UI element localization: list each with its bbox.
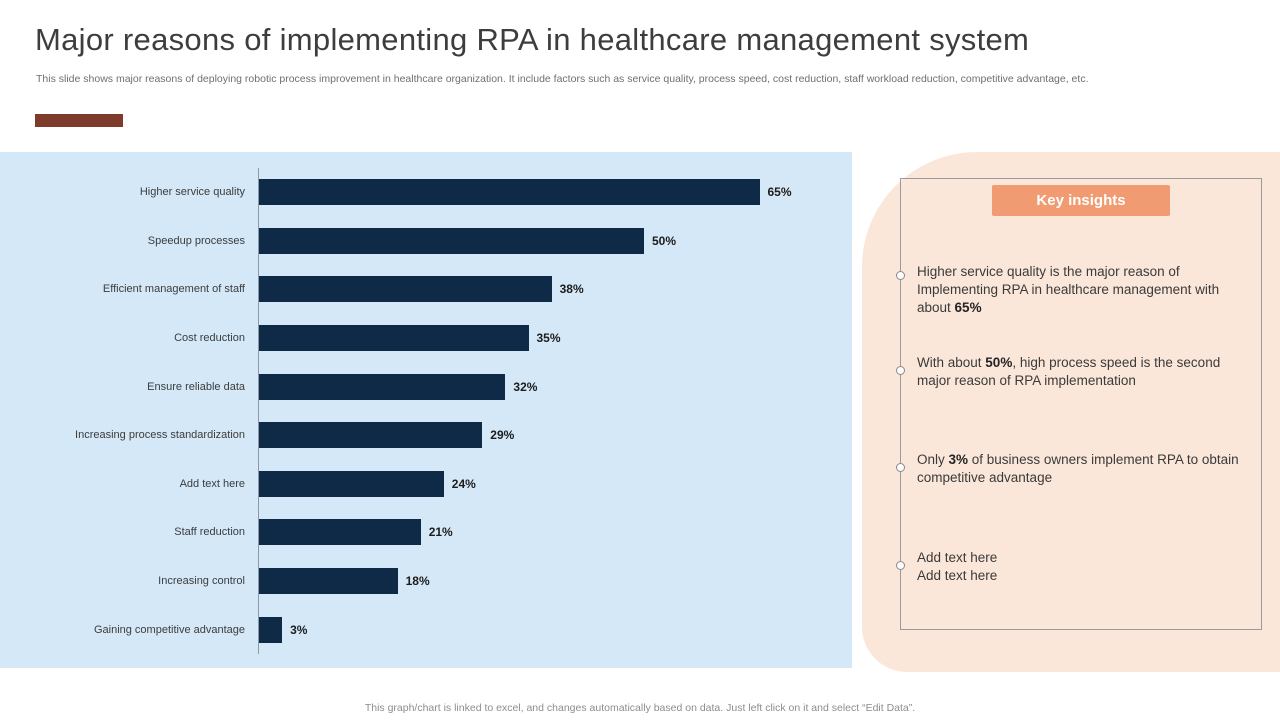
bar-track: 38% [258,265,798,314]
insight-marker-dot [896,561,905,570]
bar[interactable] [259,227,644,254]
bar-track: 24% [258,459,798,509]
bar-track: 65% [258,168,798,217]
insight-text: With about 50%, high process speed is th… [917,355,1221,388]
bar-category-label: Add text here [179,477,245,490]
chart-row: Gaining competitive advantage 3% [0,605,852,654]
bar-value-label: 65% [767,185,792,200]
bar-value-label: 38% [559,282,584,297]
bar[interactable] [259,373,506,400]
insight-line: Add text here [917,550,998,565]
bar[interactable] [259,422,483,449]
bar-value-label: 29% [490,428,515,443]
key-insights-panel: Key insights Higher service quality is t… [862,152,1280,672]
bar[interactable] [259,519,421,546]
bar[interactable] [259,568,398,595]
bar-value-label: 24% [451,476,476,491]
chart-rows: Higher service quality 65% Speedup proce… [0,168,852,654]
bar-value-label: 32% [513,379,538,394]
insight-text: Only 3% of business owners implement RPA… [917,452,1239,485]
bar-track: 21% [258,508,798,557]
bar-category-label: Speedup processes [147,234,245,247]
bar-category-label: Higher service quality [139,186,245,199]
insight-marker-dot [896,366,905,375]
insight-item: Add text here Add text here [896,549,1243,585]
bar-value-label: 35% [536,331,561,346]
bar-track: 29% [258,410,798,460]
slide-subtitle: This slide shows major reasons of deploy… [36,73,1089,85]
bar-value-label: 18% [405,574,430,589]
bar-category-label: Increasing process standardization [75,429,245,442]
chart-row: Increasing process standardization 29% [0,410,852,460]
insight-text: Add text here Add text here [917,549,1243,585]
bar[interactable] [259,276,552,303]
chart-row: Staff reduction 21% [0,508,852,557]
bar[interactable] [259,179,760,206]
insight-text: Higher service quality is the major reas… [917,264,1220,315]
insight-marker-dot [896,463,905,472]
bar-category-label: Ensure reliable data [147,380,245,393]
chart-row: Add text here 24% [0,459,852,509]
insight-line: Add text here [917,568,998,583]
bar-track: 50% [258,216,798,266]
bar[interactable] [259,470,444,497]
chart-row: Increasing control 18% [0,556,852,606]
slide-footer: This graph/chart is linked to excel, and… [364,702,916,714]
bar-value-label: 3% [290,622,308,637]
bar[interactable] [259,616,283,643]
bar-category-label: Cost reduction [174,332,245,345]
accent-bar [35,114,123,127]
chart-row: Cost reduction 35% [0,313,852,363]
bar-value-label: 21% [428,525,453,540]
chart-row: Efficient management of staff 38% [0,265,852,314]
bar[interactable] [259,325,529,352]
chart-row: Speedup processes 50% [0,216,852,266]
bar-track: 32% [258,362,798,411]
bar-track: 18% [258,556,798,606]
insight-item: Only 3% of business owners implement RPA… [896,451,1243,487]
bar-category-label: Increasing control [158,575,245,588]
insight-item: Higher service quality is the major reas… [896,263,1243,317]
bar-category-label: Staff reduction [174,526,245,539]
chart-row: Ensure reliable data 32% [0,362,852,411]
bar-track: 35% [258,313,798,363]
bar-category-label: Efficient management of staff [102,283,245,296]
insight-marker-dot [896,271,905,280]
key-insights-badge: Key insights [992,185,1170,216]
insight-item: With about 50%, high process speed is th… [896,354,1243,390]
rpa-reasons-bar-chart[interactable]: Higher service quality 65% Speedup proce… [0,152,852,668]
bar-value-label: 50% [652,233,677,248]
chart-row: Higher service quality 65% [0,168,852,217]
bar-track: 3% [258,605,798,654]
page-title: Major reasons of implementing RPA in hea… [35,22,1030,57]
bar-category-label: Gaining competitive advantage [93,623,245,636]
insights-box: Key insights Higher service quality is t… [896,178,1262,630]
